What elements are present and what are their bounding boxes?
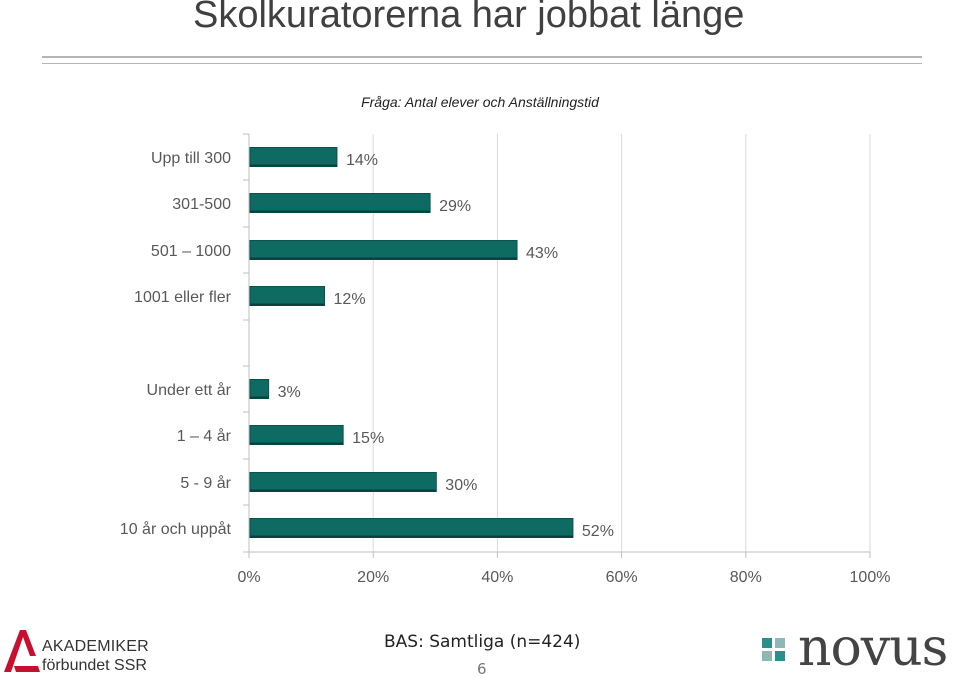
bar-chart: Upp till 300 14% 301-500 29% 501 – 1000 43% 10… xyxy=(120,133,891,586)
data-label: 43% xyxy=(526,245,558,262)
category-label: 1 – 4 år xyxy=(177,427,232,445)
bar xyxy=(249,472,437,492)
novus-logo-word: novus xyxy=(798,618,948,678)
x-tick-label: 60% xyxy=(606,569,638,586)
bar-shadow xyxy=(250,535,573,538)
x-tick-label: 20% xyxy=(357,569,389,586)
x-tick-label: 100% xyxy=(850,569,891,586)
akademiker-logo-line2: förbundet SSR xyxy=(42,657,147,674)
page-number: 6 xyxy=(477,660,487,678)
category-label: Under ett år xyxy=(147,381,232,399)
category-label: Upp till 300 xyxy=(151,150,231,167)
bar-shadow xyxy=(250,210,431,213)
bar xyxy=(249,147,338,167)
bar xyxy=(249,425,344,445)
novus-logo: novus xyxy=(762,618,958,678)
bar-shadow xyxy=(250,164,337,167)
data-label: 14% xyxy=(346,152,378,169)
data-label: 12% xyxy=(334,291,366,308)
category-label: 10 år och uppåt xyxy=(120,520,232,538)
novus-squares-mark-icon xyxy=(762,638,785,661)
bar-shadow xyxy=(250,257,518,260)
data-label: 3% xyxy=(278,384,301,401)
data-label: 52% xyxy=(582,523,614,540)
akademiker-logo-line1: AKADEMIKER xyxy=(42,638,149,655)
category-label: 501 – 1000 xyxy=(151,243,231,260)
x-tick-label: 40% xyxy=(481,569,513,586)
bar xyxy=(249,193,431,213)
slide-title: Skolkuratorerna har jobbat länge xyxy=(193,0,745,36)
data-label: 30% xyxy=(445,477,477,494)
question-text: Fråga: Antal elever och Anställningstid xyxy=(361,94,599,110)
bar-shadow xyxy=(250,396,269,399)
akademiker-logo: AKADEMIKER förbundet SSR xyxy=(2,626,149,678)
category-label: 301-500 xyxy=(172,196,231,213)
bar xyxy=(249,240,518,260)
category-label: 1001 eller fler xyxy=(134,289,232,306)
title-divider-bottom xyxy=(42,63,922,64)
base-note: BAS: Samtliga (n=424) xyxy=(384,632,581,652)
bar-shadow xyxy=(250,489,437,492)
data-label: 15% xyxy=(352,430,384,447)
bar xyxy=(249,286,326,306)
bar-shadow xyxy=(250,303,325,306)
x-tick-label: 80% xyxy=(730,569,762,586)
bar xyxy=(249,379,270,399)
title-divider-top xyxy=(42,56,922,58)
x-tick-label: 0% xyxy=(237,569,260,586)
akademiker-a-mark-icon xyxy=(4,630,40,672)
bar xyxy=(249,518,574,538)
bar-shadow xyxy=(250,442,344,445)
data-label: 29% xyxy=(439,198,471,215)
category-label: 5 - 9 år xyxy=(180,474,231,492)
